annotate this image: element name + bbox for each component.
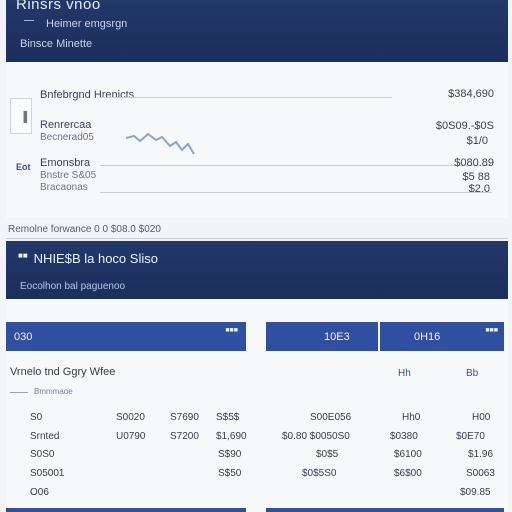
summary-row-amount: $2.0 xyxy=(468,183,490,195)
cell: Srnted xyxy=(30,431,60,442)
cell: S7200 xyxy=(170,431,199,442)
summary-row-label: Bnfebrgnd Hrenicts xyxy=(40,89,135,101)
rail-marker-icon: ▐ xyxy=(20,112,28,123)
scrollbar-right[interactable] xyxy=(266,508,504,512)
cell: $0$5 xyxy=(316,449,339,460)
summary-row-label: Emonsbra xyxy=(40,157,91,169)
cell: $6$00 xyxy=(394,468,422,479)
cell: S$90 xyxy=(218,449,242,460)
sort-button[interactable]: Bb xyxy=(466,368,479,379)
tab-label: 0H16 xyxy=(414,331,441,343)
cell: S0063 xyxy=(466,468,495,479)
header-banner: Rinsrs vnoo Heimer emgsrgn Binsce Minett… xyxy=(6,0,508,62)
section-separator xyxy=(6,238,508,239)
cell: $0380 xyxy=(390,431,418,442)
cell: S$5$ xyxy=(216,412,240,423)
cell: S0020 xyxy=(116,412,145,423)
section-subtitle: Eocolhon bal paguenoo xyxy=(20,281,126,292)
cell: $6100 xyxy=(394,449,422,460)
side-label: Eot xyxy=(16,162,31,172)
cell: S0 xyxy=(30,412,43,423)
tab-secondary[interactable]: 10E3 xyxy=(266,322,378,351)
cell: $0.80 $0050S0 xyxy=(282,431,350,442)
cell: $1,690 xyxy=(216,431,247,442)
section-title-row: ■■ NHIE$B la hoco Sliso xyxy=(18,251,158,266)
header-dash xyxy=(24,20,34,21)
header-subtitle-2: Binsce Minette xyxy=(20,38,93,50)
header-title: Rinsrs vnoo xyxy=(16,0,101,13)
sparkline-chart xyxy=(126,132,195,155)
summary-divider xyxy=(100,165,492,166)
cell: Hh0 xyxy=(402,412,421,423)
cell: S7690 xyxy=(170,412,199,423)
cell: H00 xyxy=(472,412,491,423)
summary-row-amount: $384,690 xyxy=(448,88,494,100)
summary-row-amount: $1/0 xyxy=(466,135,488,147)
header-subtitle: Heimer emgsrgn xyxy=(46,18,128,30)
filter-button[interactable]: Hh xyxy=(398,368,411,379)
tab-tag-icon: ■■■ xyxy=(225,327,238,334)
table-subtitle: Bmmmaoe xyxy=(34,387,73,396)
cell: U0790 xyxy=(116,431,146,442)
summary-row-amount: $0S09.-$0S xyxy=(435,120,494,132)
tab-label: 030 xyxy=(14,331,33,343)
sparkline-line xyxy=(126,132,195,155)
summary-divider xyxy=(100,97,392,98)
cell: $1.96 xyxy=(468,449,494,460)
summary-footer: Remolne forwance 0 0 $08.0 $020 xyxy=(8,224,161,235)
subtitle-dash xyxy=(10,392,28,393)
cell: S00E056 xyxy=(310,412,352,423)
cell: $0E70 xyxy=(456,431,485,442)
tab-tag-icon: ■■■ xyxy=(485,327,498,334)
cell: S$50 xyxy=(218,468,242,479)
section-banner: ■■ NHIE$B la hoco Sliso Eocolhon bal pagu… xyxy=(6,241,508,299)
cell: S0S0 xyxy=(30,449,55,460)
summary-row-sub: Bracaonas xyxy=(40,182,88,193)
cell: O06 xyxy=(30,487,49,498)
summary-row-sub: Bnstre S&05 xyxy=(40,170,97,181)
section-title: NHIE$B la hoco Sliso xyxy=(33,251,158,266)
scrollbar-left[interactable] xyxy=(6,508,246,512)
summary-row-amount: $5 88 xyxy=(462,171,490,183)
tab-primary[interactable]: 030 ■■■ xyxy=(6,322,246,351)
tab-tertiary[interactable]: 0H16 ■■■ xyxy=(380,322,504,351)
summary-row-label: Renrercaa xyxy=(40,119,92,131)
selection-rail[interactable] xyxy=(10,98,32,134)
table-title: Vrnelo tnd Ggry Wfee xyxy=(10,366,116,378)
summary-row-sub: Becnerad05 xyxy=(40,132,94,143)
cell: $09.85 xyxy=(460,487,491,498)
tab-label: 10E3 xyxy=(324,331,350,343)
section-mark-icon: ■■ xyxy=(18,251,28,260)
summary-row-amount: $080.89 xyxy=(454,157,494,169)
cell: $0$5S0 xyxy=(302,468,337,479)
summary-divider xyxy=(100,192,492,193)
cell: S05001 xyxy=(30,468,65,479)
